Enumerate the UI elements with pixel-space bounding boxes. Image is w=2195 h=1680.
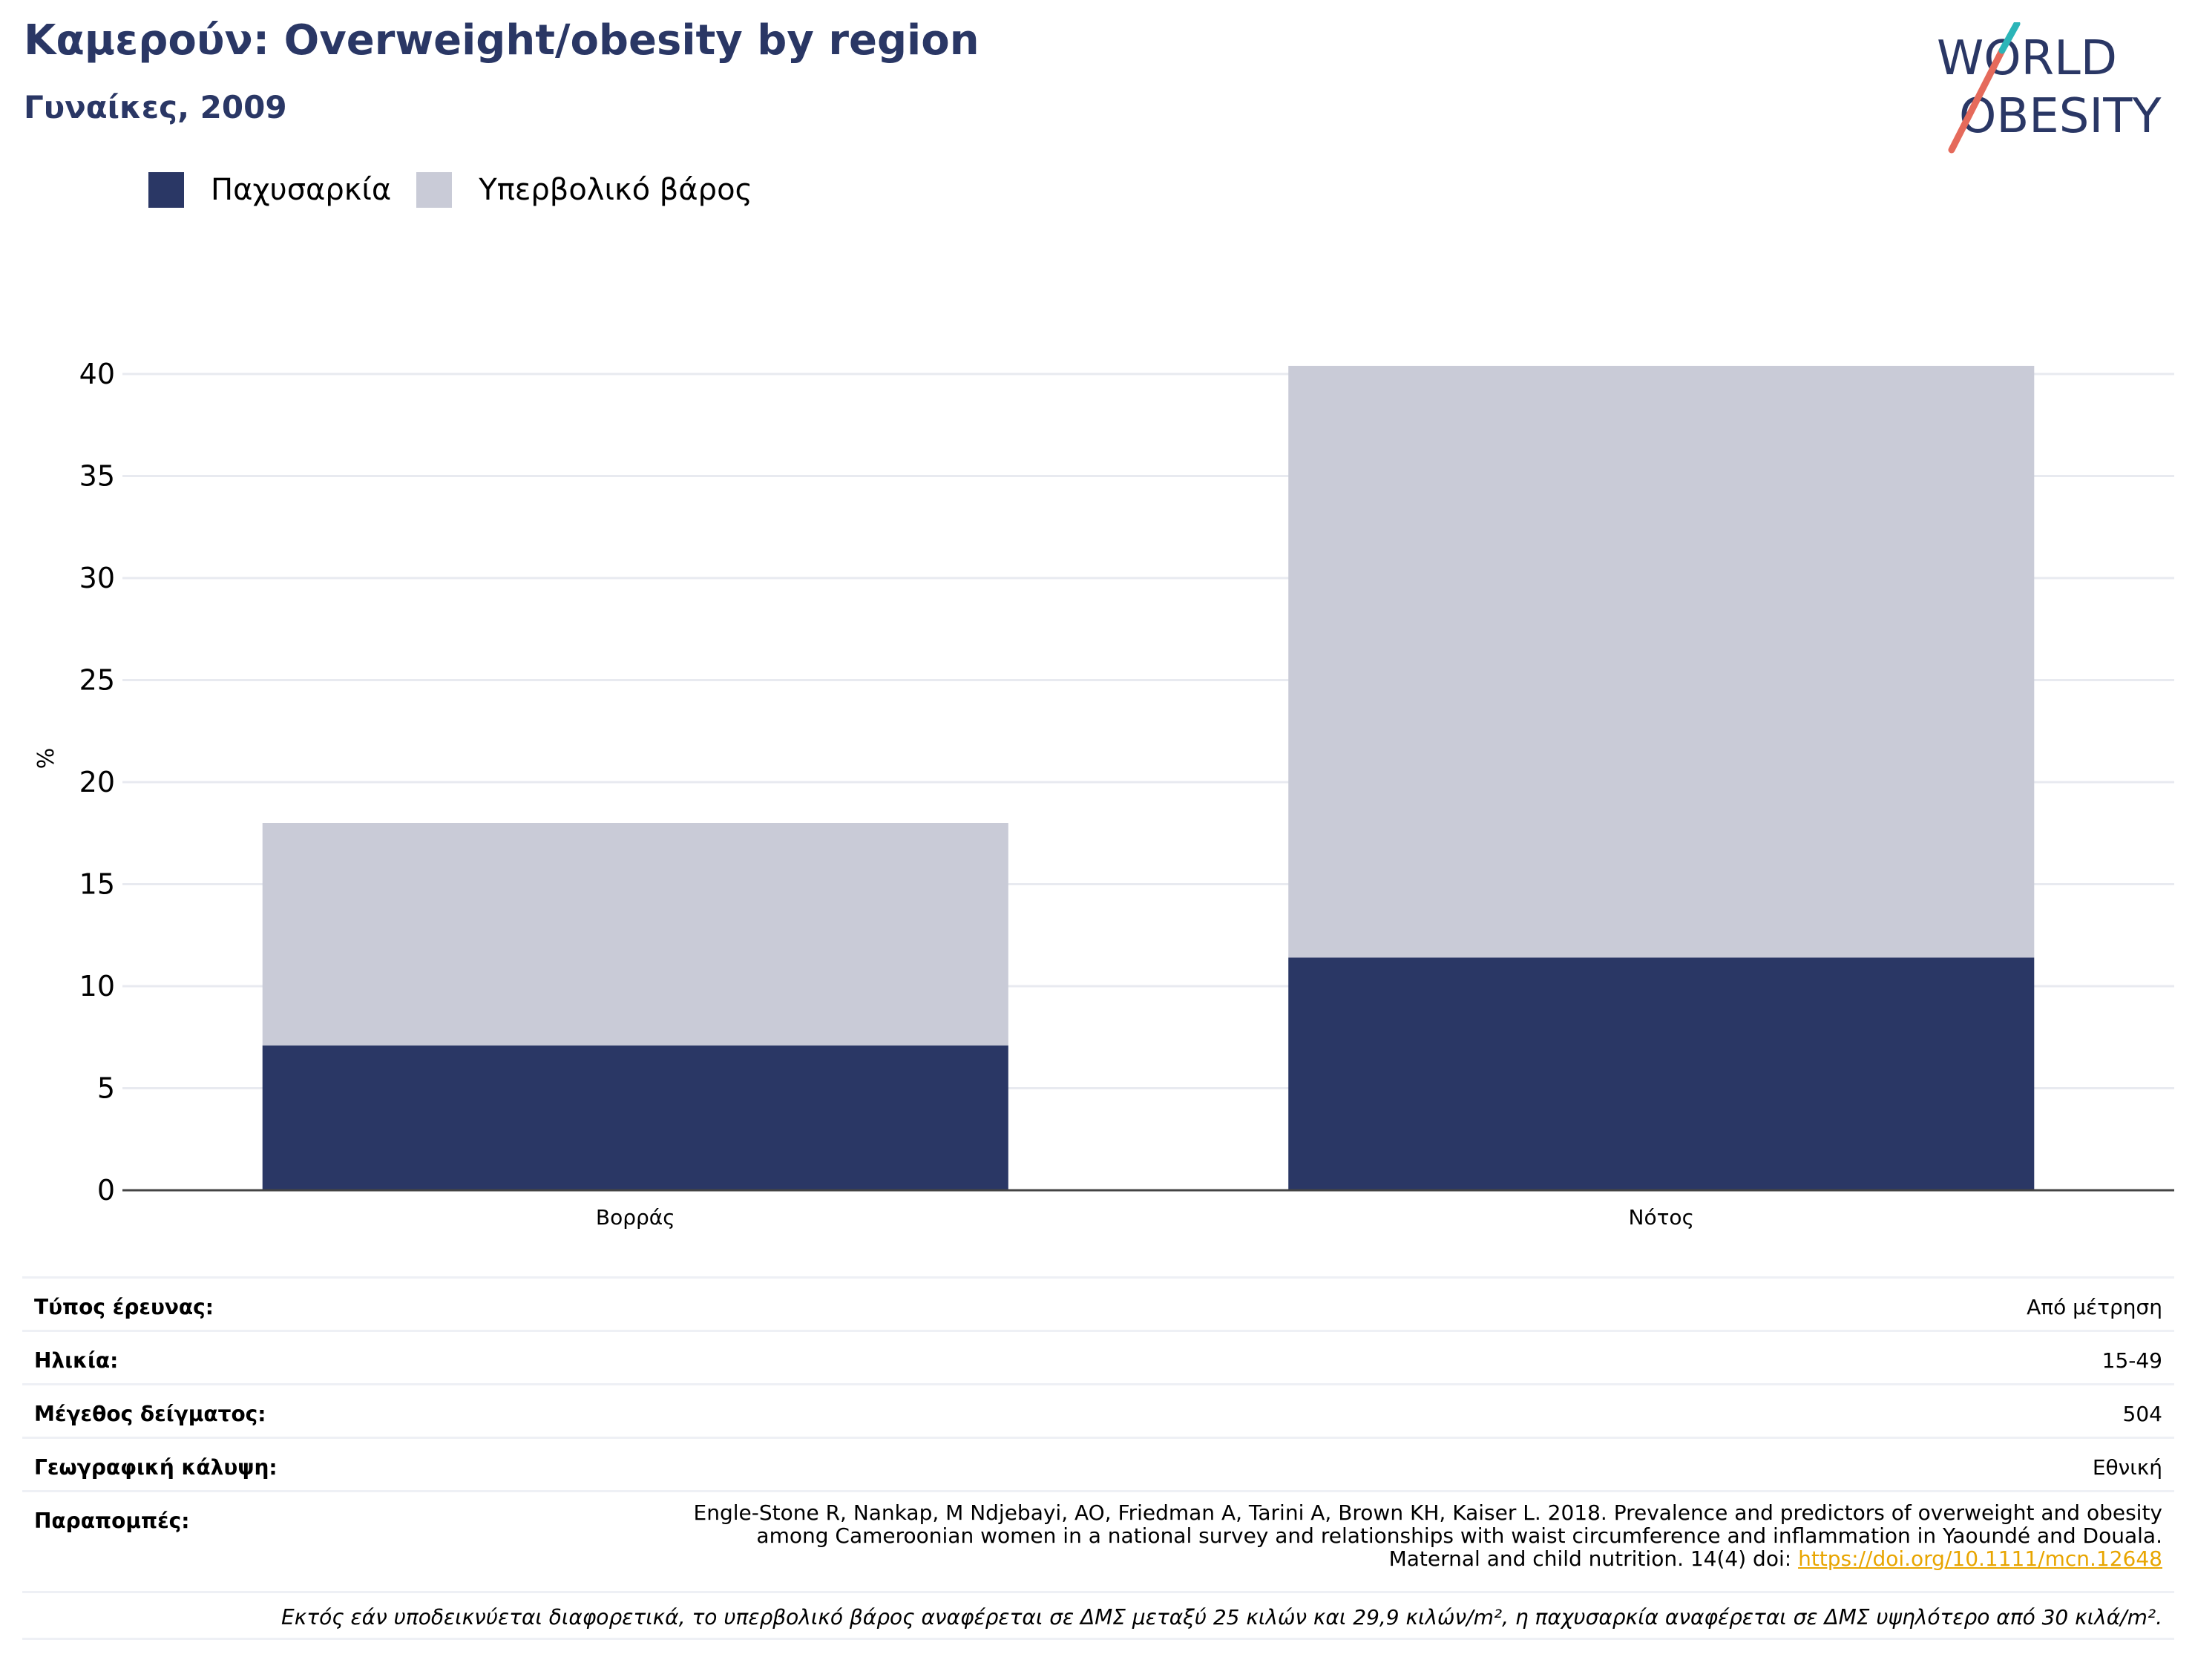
info-label: Μέγεθος δείγματος: xyxy=(34,1402,266,1426)
y-tick-label: 20 xyxy=(79,766,115,798)
survey-info-table: Τύπος έρευνας: Από μέτρηση Ηλικία: 15-49… xyxy=(22,1276,2174,1640)
legend-label-overweight: Υπερβολικό βάρος xyxy=(479,173,753,207)
legend-item-obesity: Παχυσαρκία xyxy=(148,172,391,208)
info-row-sample-size: Μέγεθος δείγματος: 504 xyxy=(22,1383,2174,1437)
world-obesity-logo: WORLD OBESITY xyxy=(1937,22,2162,154)
info-value: Εθνική xyxy=(2092,1455,2162,1480)
references-line-3: Maternal and child nutrition. 14(4) doi:… xyxy=(694,1546,2162,1571)
info-row-survey-type: Τύπος έρευνας: Από μέτρηση xyxy=(22,1276,2174,1330)
bar-obesity xyxy=(1288,957,2035,1190)
logo-slash-teal xyxy=(1998,22,2021,54)
info-label: Ηλικία: xyxy=(34,1348,119,1373)
info-value: Από μέτρηση xyxy=(2027,1295,2162,1319)
stacked-bar-chart: 0 5 10 15 20 25 30 35 40% Βορράς Νότος xyxy=(33,358,2174,1230)
legend-swatch-obesity xyxy=(148,172,184,208)
references-label: Παραπομπές: xyxy=(34,1509,190,1533)
y-axis-label: % xyxy=(33,748,59,770)
y-tick-label: 5 xyxy=(97,1072,115,1105)
references-line-1: Engle-Stone R, Nankap, M Ndjebayi, AO, F… xyxy=(693,1500,2163,1525)
info-row-coverage: Γεωγραφική κάλυψη: Εθνική xyxy=(22,1437,2174,1490)
y-tick-label: 40 xyxy=(79,358,115,390)
y-tick-label: 0 xyxy=(97,1174,115,1207)
chart-legend: Παχυσαρκία Υπερβολικό βάρος xyxy=(148,168,778,212)
bar-obesity xyxy=(262,1045,1008,1190)
references-citation: Maternal and child nutrition. 14(4) doi: xyxy=(1388,1546,1799,1571)
info-row-references: Παραπομπές: Engle-Stone R, Nankap, M Ndj… xyxy=(22,1490,2174,1591)
bar-overweight xyxy=(262,823,1008,1046)
references-doi-link[interactable]: https://doi.org/10.1111/mcn.12648 xyxy=(1798,1546,2162,1571)
references-text: Engle-Stone R, Nankap, M Ndjebayi, AO, F… xyxy=(694,1492,2163,1570)
definition-note: Εκτός εάν υποδεικνύεται διαφορετικά, το … xyxy=(22,1591,2174,1640)
logo-slash-red xyxy=(1948,47,2006,154)
y-tick-label: 30 xyxy=(79,562,115,594)
info-label: Τύπος έρευνας: xyxy=(34,1295,214,1319)
x-tick-label: Νότος xyxy=(1629,1205,1695,1230)
info-label: Γεωγραφική κάλυψη: xyxy=(34,1455,278,1480)
y-tick-label: 15 xyxy=(79,868,115,901)
y-tick-label: 10 xyxy=(79,970,115,1003)
logo-line2: OBESITY xyxy=(1959,89,2162,144)
info-value: 504 xyxy=(2122,1402,2162,1426)
page-subtitle: Γυναίκες, 2009 xyxy=(24,89,287,125)
info-value: 15-49 xyxy=(2102,1348,2162,1373)
legend-item-overweight: Υπερβολικό βάρος xyxy=(416,172,752,208)
info-row-age: Ηλικία: 15-49 xyxy=(22,1330,2174,1383)
y-tick-label: 25 xyxy=(79,664,115,697)
legend-swatch-overweight xyxy=(416,172,453,208)
logo-line1: WORLD xyxy=(1937,31,2117,86)
y-tick-label: 35 xyxy=(79,460,115,493)
bar-overweight xyxy=(1288,366,2035,958)
x-tick-label: Βορράς xyxy=(596,1205,675,1230)
legend-label-obesity: Παχυσαρκία xyxy=(211,173,392,207)
page-title: Καμερούν: Overweight/obesity by region xyxy=(24,16,980,65)
references-line-2: among Cameroonian women in a national su… xyxy=(756,1523,2162,1548)
